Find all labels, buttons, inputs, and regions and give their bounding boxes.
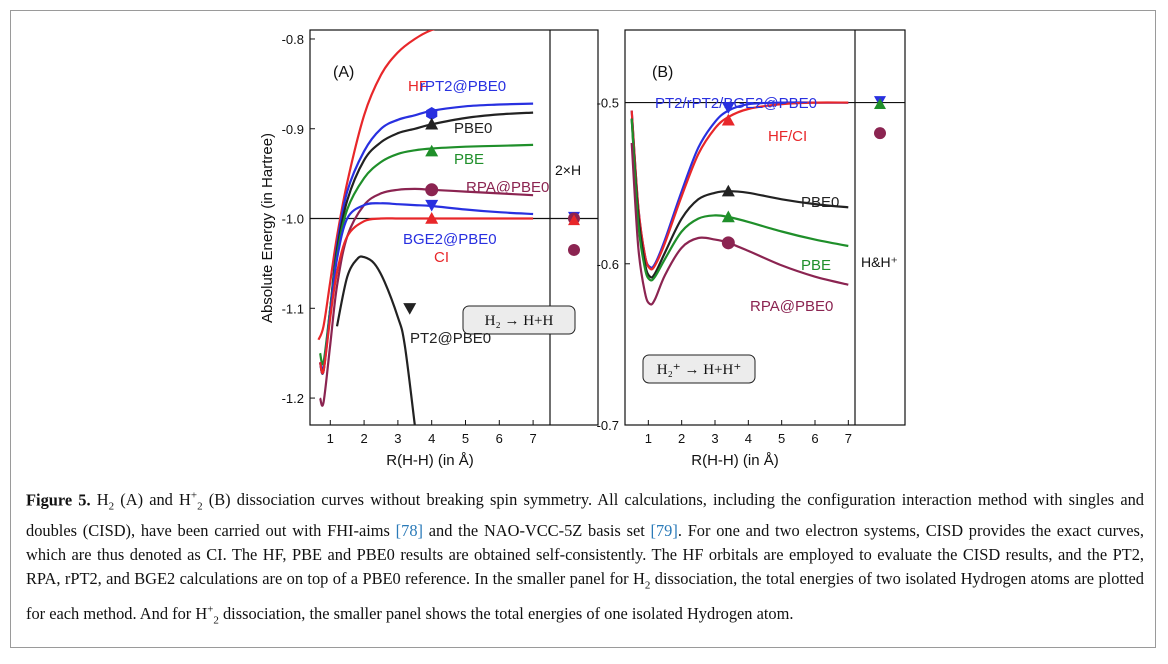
caption-text: + [190, 490, 198, 502]
figure-5-chart: 1 2 3 4 5 6 7 -1.2 -1.1 -1.0 -0.9 -0.8 R(H-H) (in Å)… [259, 29, 906, 469]
data-marker [874, 98, 886, 109]
caption-text: . For one and two electron systems, CISD… [26, 520, 1144, 588]
y-tick-label: -1.2 [282, 391, 304, 406]
x-tick-label: 1 [327, 431, 334, 446]
series-label: PBE [454, 151, 484, 168]
data-marker [425, 199, 439, 212]
y-tick-label: -0.9 [282, 122, 304, 137]
plot-frame [624, 29, 906, 426]
caption-text: dissociation, the total energies of two … [26, 568, 1145, 623]
series-label: RPA@PBE0 [466, 179, 549, 196]
caption-text: dissociation, the smaller panel shows th… [218, 603, 794, 623]
y-tick-label: -1.0 [282, 212, 304, 227]
data-marker [568, 214, 580, 226]
caption-text: 2 [213, 613, 219, 626]
x-tick-label: 4 [745, 431, 752, 446]
y-tick-label: -1.1 [282, 301, 304, 316]
data-marker [425, 117, 439, 130]
y-axis-label: Absolute Energy (in Hartree) [259, 133, 276, 323]
x-tick-label: 7 [529, 431, 536, 446]
series-label: PT2@PBE0 [410, 330, 491, 347]
series-line [319, 217, 534, 375]
citation-ref[interactable]: [79] [650, 520, 678, 540]
x-tick-label: 7 [845, 431, 852, 446]
series-label: HF [408, 78, 428, 95]
x-tick-label: 3 [711, 431, 718, 446]
caption-text: 2 [644, 579, 651, 592]
data-marker [425, 144, 439, 157]
reaction-label: H₂ → H+H [485, 313, 554, 329]
data-marker [403, 303, 417, 315]
panel-label: (B) [652, 64, 673, 81]
data-marker [568, 243, 580, 256]
data-marker [721, 236, 735, 250]
data-marker [425, 212, 439, 224]
data-marker [874, 127, 886, 140]
series-line [630, 142, 849, 306]
side-panel-label: 2×H [555, 162, 581, 178]
data-marker [721, 102, 735, 114]
data-marker [721, 210, 735, 223]
caption-text: + [207, 603, 214, 616]
x-tick-label: 5 [462, 431, 469, 446]
caption-text: 2 [197, 500, 203, 513]
series-line [317, 30, 436, 341]
series-line [335, 255, 416, 425]
y-tick-label: -0.7 [597, 418, 619, 433]
panel-b: 1 2 3 4 5 6 7 -0.7 -0.6 -0.5 R(H-H) (in Å) (B) H&H⁺ H… [597, 29, 906, 469]
x-axis-label: R(H-H) (in Å) [386, 452, 474, 469]
series-group [630, 101, 849, 306]
series-label: RPA@PBE0 [750, 298, 833, 315]
x-tick-label: 2 [360, 431, 367, 446]
y-tick-label: -0.6 [597, 257, 619, 272]
reaction-label: H₂⁺ → H+H⁺ [657, 362, 742, 378]
x-tick-label: 4 [428, 431, 435, 446]
x-tick-label: 3 [394, 431, 401, 446]
x-tick-label: 6 [811, 431, 818, 446]
x-tick-label: 5 [778, 431, 785, 446]
series-label: PBE [801, 257, 831, 274]
caption-text: (A) and H [114, 490, 191, 510]
side-panel-label: H&H⁺ [861, 254, 898, 270]
series-line [630, 101, 849, 271]
figure-caption: Figure 5. H2 (A) and H+2 (B) dissociatio… [26, 484, 1144, 632]
caption-body: H2 (A) and H+2 (B) dissociation curves w… [26, 490, 1145, 626]
plot-frame [309, 29, 599, 426]
series-label: rPT2@PBE0 [420, 78, 506, 95]
data-marker [721, 113, 735, 126]
data-marker [721, 184, 735, 197]
x-axis-label: R(H-H) (in Å) [691, 452, 779, 469]
x-tick-label: 2 [678, 431, 685, 446]
panel-label: (A) [333, 64, 354, 81]
caption-text: and the NAO-VCC-5Z basis set [422, 520, 651, 540]
series-group [317, 30, 534, 425]
x-tick-label: 1 [645, 431, 652, 446]
data-marker [425, 183, 439, 197]
series-label: PT2/rPT2/BGE2@PBE0 [655, 95, 817, 112]
caption-text: 2 [108, 500, 115, 513]
series-label: CI [434, 249, 449, 266]
series-line [319, 187, 534, 407]
series-label: HF/CI [768, 128, 807, 145]
x-tick-label: 6 [496, 431, 503, 446]
caption-text: H [90, 490, 109, 510]
y-tick-label: -0.8 [282, 32, 304, 47]
citation-ref[interactable]: [78] [395, 520, 423, 540]
figure-frame [10, 10, 1156, 648]
data-marker [426, 107, 438, 120]
reaction-label-box [642, 354, 756, 384]
figure-label: Figure 5. [26, 490, 91, 510]
series-label: BGE2@PBE0 [403, 231, 497, 248]
panel-a: 1 2 3 4 5 6 7 -1.2 -1.1 -1.0 -0.9 -0.8 R(H-H) (in Å)… [259, 29, 599, 469]
series-line [630, 118, 849, 282]
series-label: PBE0 [454, 120, 492, 137]
y-tick-label: -0.5 [597, 96, 619, 111]
reaction-label-box [462, 305, 576, 335]
series-label: PBE0 [801, 194, 839, 211]
caption-text: (B) dissociation curves without breaking… [26, 490, 1144, 540]
